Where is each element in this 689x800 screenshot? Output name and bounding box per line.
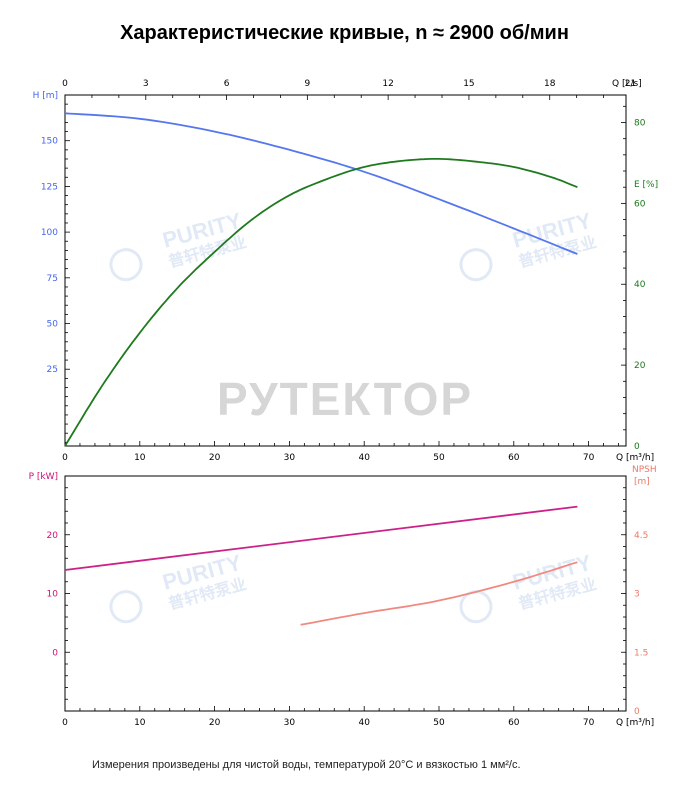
upper-y-right-tick-label: 20 bbox=[634, 361, 646, 371]
upper-y-left-tick-label: 150 bbox=[41, 137, 58, 147]
upper-x-tick-label: 70 bbox=[583, 453, 595, 463]
upper-x-top-tick-label: 12 bbox=[382, 79, 393, 89]
upper-x-top-tick-label: 21 bbox=[625, 79, 636, 89]
brand-logo-icon bbox=[459, 590, 493, 624]
lower-x-tick-label: 10 bbox=[134, 718, 146, 728]
upper-y-right-tick-label: 60 bbox=[634, 199, 646, 209]
brand-logo-icon bbox=[109, 248, 143, 282]
upper-x-top-tick-label: 9 bbox=[304, 79, 310, 89]
lower-y-left-axis-label: P [kW] bbox=[29, 472, 58, 482]
upper-y-left-tick-label: 100 bbox=[41, 228, 58, 238]
upper-x-tick-label: 50 bbox=[433, 453, 445, 463]
lower-x-tick-label: 30 bbox=[284, 718, 296, 728]
series-line-npsh bbox=[300, 561, 578, 626]
upper-y-right-tick-label: 40 bbox=[634, 280, 646, 290]
lower-y-right-tick-label: 0 bbox=[634, 707, 640, 717]
lower-y-right-tick-label: 3 bbox=[634, 590, 640, 600]
upper-x-top-tick-label: 0 bbox=[62, 79, 68, 89]
upper-y-left-tick-label: 50 bbox=[47, 320, 59, 330]
lower-y-right-tick-label: 1.5 bbox=[634, 648, 648, 658]
upper-y-left-tick-label: 125 bbox=[41, 182, 58, 192]
upper-x-tick-label: 10 bbox=[134, 453, 146, 463]
upper-x-top-tick-label: 6 bbox=[224, 79, 230, 89]
upper-x-tick-label: 60 bbox=[508, 453, 520, 463]
footnote: Измерения произведены для чистой воды, т… bbox=[92, 759, 521, 771]
upper-y-left-tick-label: 75 bbox=[47, 274, 58, 284]
brand-logo-icon bbox=[109, 590, 143, 624]
lower-y-left-tick-label: 20 bbox=[47, 531, 59, 541]
upper-x-top-tick-label: 15 bbox=[463, 79, 474, 89]
upper-x-top-tick-label: 3 bbox=[143, 79, 149, 89]
lower-x-tick-label: 50 bbox=[433, 718, 445, 728]
lower-y-right-axis-label: NPSH [m] bbox=[632, 465, 657, 487]
brand-logo-icon bbox=[459, 248, 493, 282]
lower-x-axis-label: Q [m³/h] bbox=[616, 718, 654, 728]
lower-x-tick-label: 40 bbox=[358, 718, 370, 728]
lower-x-tick-label: 20 bbox=[209, 718, 221, 728]
upper-panel: 0 10 20 30 40 50 60 70 Q [m³/h]0 3 6 9 12 15 18 21Q [L/… bbox=[33, 79, 659, 463]
lower-y-left-tick-label: 10 bbox=[47, 590, 59, 600]
upper-plot-frame bbox=[64, 94, 627, 447]
upper-y-right-tick-label: 80 bbox=[634, 118, 646, 128]
upper-x-top-tick-label: 18 bbox=[544, 79, 556, 89]
lower-x-tick-label: 0 bbox=[62, 718, 68, 728]
lower-y-right-tick-label: 4.5 bbox=[634, 531, 648, 541]
upper-y-left-axis-label: H [m] bbox=[33, 91, 58, 101]
upper-x-axis-label: Q [m³/h] bbox=[616, 453, 654, 463]
upper-y-right-tick-label: 0 bbox=[634, 442, 640, 452]
series-line-e bbox=[64, 157, 578, 447]
lower-x-tick-label: 60 bbox=[508, 718, 520, 728]
watermark-main: РУТЕКТОР bbox=[217, 373, 473, 425]
series-line-h bbox=[64, 112, 578, 255]
upper-x-top-axis-label: Q [L/s] bbox=[612, 79, 642, 89]
upper-y-left-tick-label: 25 bbox=[47, 365, 58, 375]
upper-x-tick-label: 0 bbox=[62, 453, 68, 463]
lower-x-tick-label: 70 bbox=[583, 718, 595, 728]
series-line-p bbox=[64, 505, 578, 571]
upper-x-tick-label: 30 bbox=[284, 453, 296, 463]
upper-y-right-axis-label: E [%] bbox=[634, 180, 658, 190]
upper-x-tick-label: 20 bbox=[209, 453, 221, 463]
lower-y-left-tick-label: 0 bbox=[52, 648, 58, 658]
chart-title: Характеристические кривые, n ≈ 2900 об/м… bbox=[120, 22, 569, 44]
upper-x-tick-label: 40 bbox=[358, 453, 370, 463]
